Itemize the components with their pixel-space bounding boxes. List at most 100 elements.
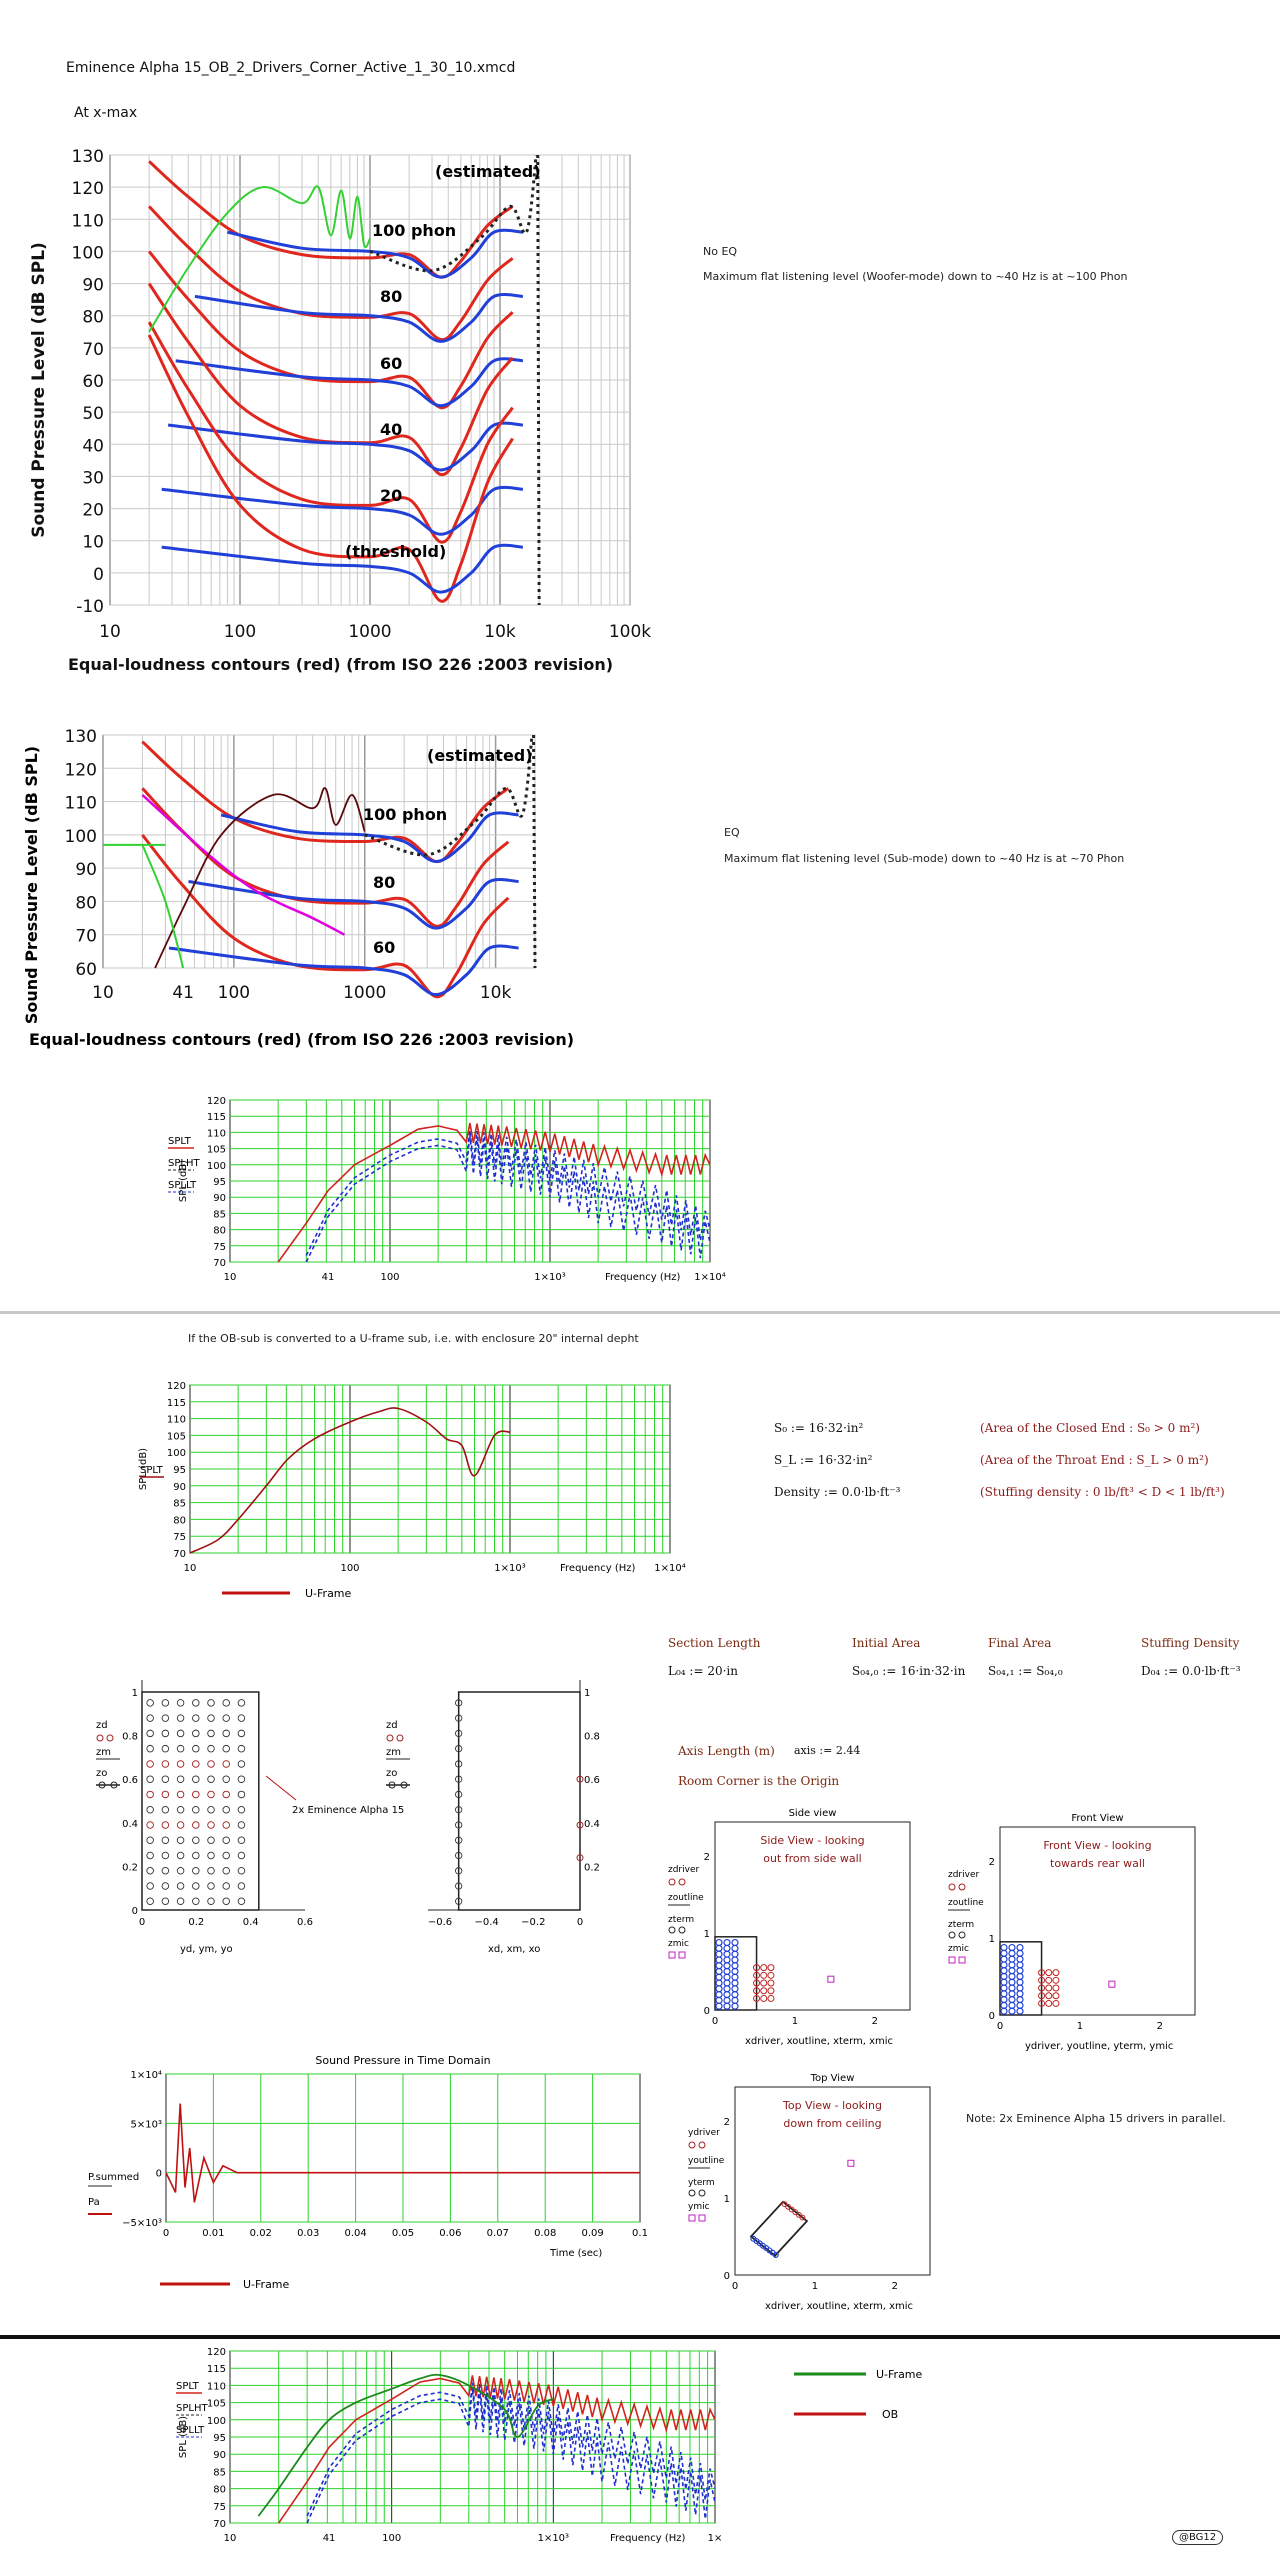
driver-point: [146, 1882, 154, 1890]
term-point: [767, 1971, 775, 1979]
y-tick-label: 0.6: [584, 1775, 600, 1786]
y-tick-label: 60: [75, 960, 97, 980]
legend-marker: [698, 2214, 706, 2222]
legend-label-splt: SPLT: [140, 1465, 164, 1476]
label-40: 40: [380, 420, 402, 439]
note-eq-title: EQ: [724, 826, 740, 839]
driver-point: [146, 1714, 154, 1722]
curve-blue-60: [168, 944, 519, 997]
x-tick-label: 1×10³: [538, 2533, 569, 2544]
mic-marker: [827, 1975, 835, 1983]
term-point: [1052, 1984, 1060, 1992]
driver-point: [455, 1699, 463, 1707]
legend-marker: [388, 1781, 396, 1789]
file-title: Eminence Alpha 15_OB_2_Drivers_Corner_Ac…: [66, 60, 516, 76]
y-tick-label: 80: [173, 1515, 186, 1526]
driver-point: [161, 1729, 170, 1738]
x-tick-label: 0.02: [250, 2228, 272, 2239]
x-tick-label: −0.6: [428, 1917, 452, 1928]
y-axis-label: Sound Pressure Level (dB SPL): [22, 746, 41, 1024]
driver-point: [207, 1897, 215, 1906]
driver-point: [455, 1836, 463, 1844]
legend-zo: zo: [96, 1768, 107, 1779]
x-tick-label: 10: [224, 2533, 237, 2544]
term-point: [753, 1979, 761, 1987]
legend-marker: [688, 2189, 696, 2197]
x-axis-label: Time (sec): [549, 2248, 602, 2259]
x-axis-label: xdriver, xoutline, xterm, xmic: [765, 2301, 913, 2312]
legend-label-spllt: SPLLT: [176, 2425, 205, 2436]
legend-marker: [958, 1883, 966, 1891]
driver-point: [176, 1760, 185, 1768]
driver-point: [723, 1938, 731, 1947]
enclosure-outline: [714, 1936, 758, 2011]
y-tick-label: 30: [82, 468, 104, 488]
enclosure-outline: [457, 1691, 581, 1911]
y-tick-label: 120: [65, 760, 97, 780]
plot-top-view: Top View Top View - looking down from ceil…: [688, 2073, 931, 2312]
x-tick-label: 0.03: [297, 2228, 319, 2239]
term-point: [796, 2212, 802, 2218]
driver-point: [192, 1882, 200, 1890]
x-tick-label: 10: [224, 1272, 237, 1283]
y-tick-label: 100: [65, 827, 97, 847]
driver-point: [176, 1897, 185, 1906]
series-splht: [306, 2382, 716, 2517]
term-point: [1038, 1992, 1046, 2000]
label-60: 60: [373, 938, 395, 957]
legend-label-uframe: U-Frame: [243, 2278, 290, 2291]
note-eq-text: Maximum flat listening level (Sub-mode) …: [724, 852, 1125, 865]
x-tick-label: 41: [322, 1272, 335, 1283]
curve-darkred-response: [154, 787, 366, 969]
driver-point: [455, 1867, 463, 1875]
param-density: Density := 0.0·lb·ft⁻³: [774, 1485, 901, 1499]
view-area: [714, 1821, 911, 2011]
driver-point: [161, 1699, 170, 1707]
driver-point: [192, 1821, 200, 1829]
series-ob: [278, 2375, 716, 2524]
legend-marker: [678, 1951, 686, 1959]
term-point: [1045, 1992, 1053, 2000]
term-point: [767, 1994, 775, 2002]
legend-marker: [948, 1956, 956, 1964]
y-tick-label: 1: [724, 2194, 730, 2205]
x-tick-label: 2: [872, 2016, 878, 2027]
x-tick-label: 1000: [343, 983, 386, 1003]
x-tick-label: 0.2: [188, 1917, 204, 1928]
x-axis-label: Frequency (Hz): [605, 1272, 681, 1283]
y-tick-label: 0.2: [122, 1862, 138, 1873]
value-final-area: S₀₄,₁ := S₀₄,₀: [988, 1664, 1063, 1678]
driver-point: [207, 1744, 215, 1753]
y-tick-label: 2: [704, 1852, 710, 1863]
y-tick-label: 0: [93, 565, 104, 585]
x-tick-label: 41: [323, 2533, 336, 2544]
y-tick-label: 90: [213, 1193, 226, 1204]
y-tick-label: 1: [704, 1929, 710, 1940]
term-point: [753, 1987, 761, 1995]
x-tick-label: 1×10³: [534, 1272, 565, 1283]
y-tick-label: 80: [213, 1226, 226, 1237]
term-point: [799, 2214, 806, 2221]
y-tick-label: 50: [82, 404, 104, 424]
driver-point: [161, 1760, 170, 1768]
y-tick-label: 0.6: [122, 1775, 138, 1786]
curve-red-40: [147, 282, 514, 477]
series-uframe: [257, 2373, 554, 2517]
value-stuffing-density: D₀₄ := 0.0·lb·ft⁻³: [1141, 1664, 1241, 1678]
legend-marker: [96, 1734, 104, 1742]
legend-driver: ydriver: [688, 2128, 720, 2138]
x-tick-label: 2: [1157, 2021, 1163, 2032]
label-section-length: Section Length: [668, 1636, 761, 1650]
x-tick-label: 0.6: [297, 1917, 313, 1928]
driver-point: [176, 1729, 185, 1738]
y-tick-label: 110: [207, 1128, 226, 1139]
mic-point: [576, 1854, 584, 1862]
term-point: [753, 1971, 761, 1979]
driver-point: [237, 1851, 246, 1860]
plot-title: Sound Pressure in Time Domain: [315, 2054, 490, 2067]
label-20: 20: [380, 486, 402, 505]
y-tick-label: 120: [207, 1096, 226, 1107]
driver-point: [222, 1744, 230, 1753]
legend-term: yterm: [688, 2178, 715, 2188]
driver-point: [161, 1744, 170, 1753]
